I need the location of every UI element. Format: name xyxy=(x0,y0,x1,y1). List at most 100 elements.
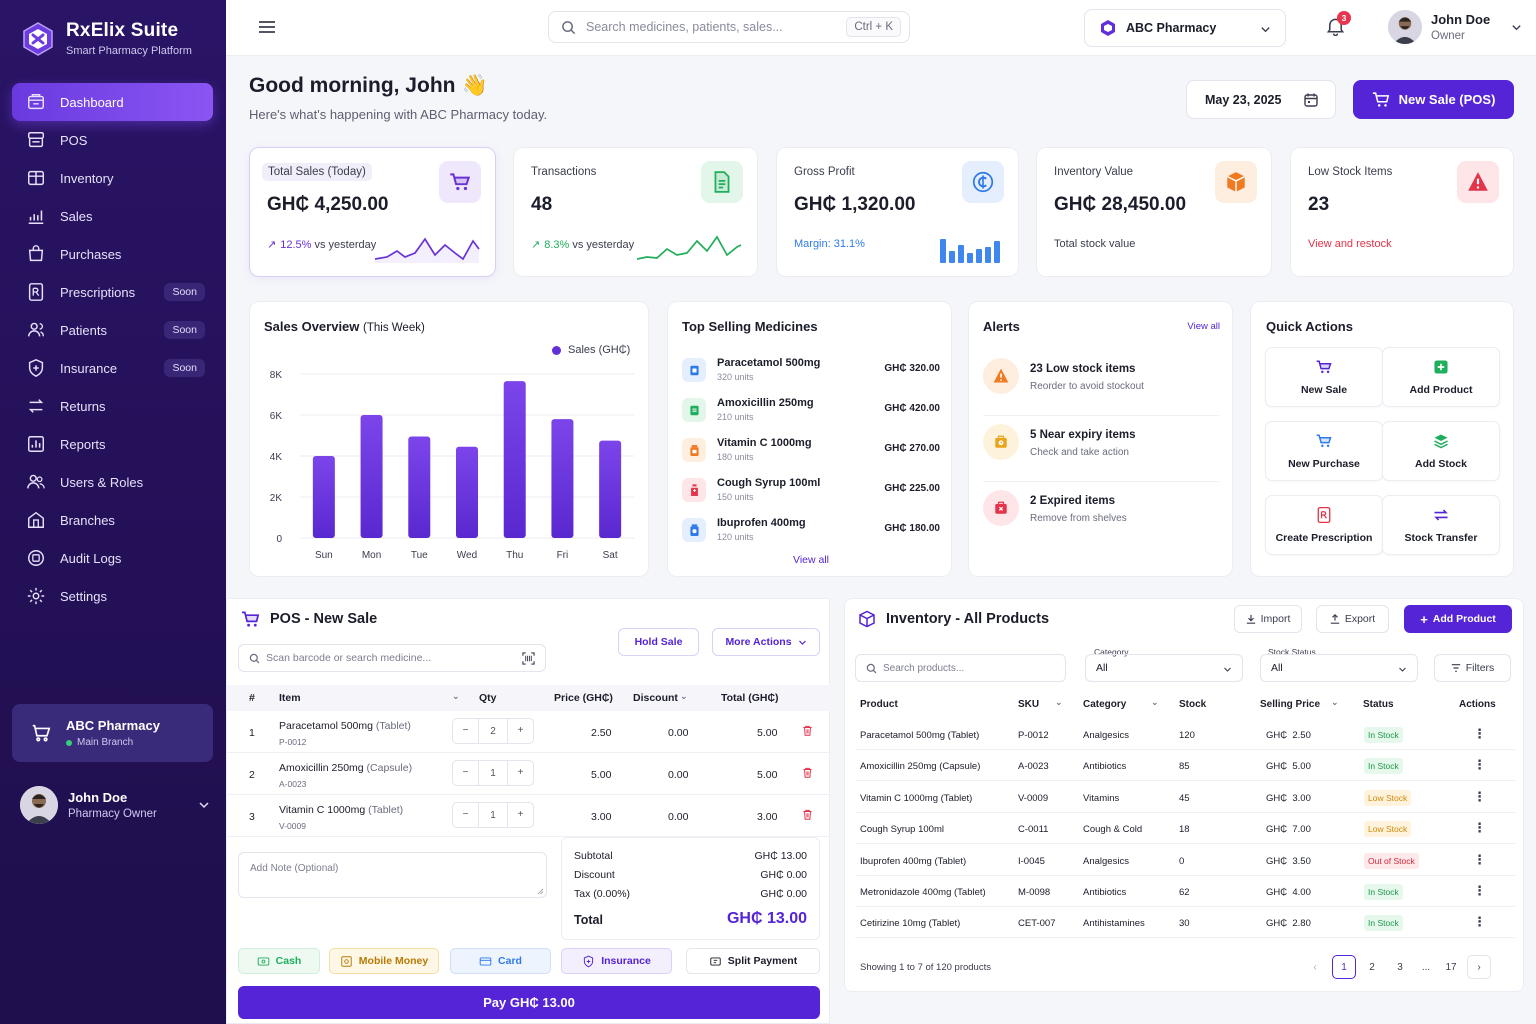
page-button[interactable]: 3 xyxy=(1397,961,1403,973)
sidebar-item-dashboard[interactable]: Dashboard xyxy=(12,83,213,121)
note-input[interactable]: Add Note (Optional) xyxy=(238,852,547,898)
minus-icon[interactable]: − xyxy=(453,803,479,827)
quantity-value[interactable]: 1 xyxy=(490,809,496,821)
table-row[interactable]: Cetirizine 10mg (Tablet) CET-007 Antihista… xyxy=(855,907,1515,939)
list-item[interactable]: Amoxicillin 250mg 210 units GH₵ 420.00 xyxy=(682,394,940,426)
chevron-down-icon[interactable]: ⌄ xyxy=(1151,697,1159,707)
category-select[interactable]: All xyxy=(1085,654,1243,682)
list-item[interactable]: Paracetamol 500mg 320 units GH₵ 320.00 xyxy=(682,354,940,386)
minus-icon[interactable]: − xyxy=(453,761,479,785)
stat-card[interactable]: Transactions 48 ↗ 8.3% vs yesterday xyxy=(513,147,758,277)
list-item[interactable]: Cough Syrup 100ml 150 units GH₵ 225.00 xyxy=(682,474,940,506)
column-header[interactable]: Total (GH₵) xyxy=(721,692,779,704)
pay-method-cash[interactable]: Cash xyxy=(238,948,320,974)
quantity-stepper[interactable]: −1 + xyxy=(452,802,534,828)
quantity-stepper[interactable]: −2 + xyxy=(452,718,534,744)
pos-search-input[interactable]: Scan barcode or search medicine... xyxy=(238,644,546,672)
user-menu[interactable]: John Doe Owner xyxy=(1388,10,1522,44)
barcode-scan-icon[interactable] xyxy=(522,652,535,665)
pay-method-insurance[interactable]: Insurance xyxy=(561,948,672,974)
page-button[interactable]: 2 xyxy=(1369,961,1375,973)
column-header[interactable]: Category xyxy=(1083,699,1127,710)
bar-sun[interactable] xyxy=(312,456,335,538)
chevron-down-icon[interactable]: ⌄ xyxy=(1331,697,1339,707)
alerts-view-all[interactable]: View all xyxy=(1187,321,1220,332)
quantity-value[interactable]: 2 xyxy=(490,725,496,737)
bar-mon[interactable] xyxy=(360,415,383,538)
bar-sat[interactable] xyxy=(599,440,622,538)
quick-action-stock-transfer[interactable]: Stock Transfer xyxy=(1382,495,1500,555)
quick-action-create-prescription[interactable]: Create Prescription xyxy=(1265,495,1383,555)
kebab-menu-icon[interactable]: ⋮ xyxy=(1473,820,1486,836)
sidebar-user[interactable]: John Doe Pharmacy Owner xyxy=(20,786,210,824)
stat-card[interactable]: Inventory Value GH₵ 28,450.00 Total stock … xyxy=(1036,147,1272,277)
pay-button[interactable]: Pay GH₵ 13.00 xyxy=(238,986,820,1019)
pay-method-mobile-money[interactable]: Mobile Money xyxy=(329,948,439,974)
kebab-menu-icon[interactable]: ⋮ xyxy=(1473,883,1486,898)
filters-button[interactable]: Filters xyxy=(1434,654,1511,682)
column-header[interactable]: Stock xyxy=(1179,699,1207,710)
page-button[interactable]: 17 xyxy=(1445,961,1457,973)
pharmacy-selector[interactable]: ABC Pharmacy xyxy=(1084,9,1286,47)
more-actions-button[interactable]: More Actions xyxy=(712,628,820,656)
column-header[interactable]: Item xyxy=(279,692,301,704)
chevron-down-icon[interactable]: ⌄ xyxy=(1055,697,1063,707)
table-row[interactable]: Paracetamol 500mg (Tablet) P-0012 Analgesi… xyxy=(855,719,1515,750)
date-picker[interactable]: May 23, 2025 xyxy=(1186,80,1336,119)
column-header[interactable]: SKU xyxy=(1018,699,1040,710)
hold-sale-button[interactable]: Hold Sale xyxy=(618,628,699,656)
sidebar-item-audit-logs[interactable]: Audit Logs xyxy=(12,539,213,577)
quantity-stepper[interactable]: −1 + xyxy=(452,760,534,786)
quantity-value[interactable]: 1 xyxy=(490,767,496,779)
brand[interactable]: RxElix Suite Smart Pharmacy Platform xyxy=(20,20,192,57)
branch-card[interactable]: ABC Pharmacy Main Branch xyxy=(12,704,213,762)
import-button[interactable]: Import xyxy=(1234,605,1302,633)
alert-item[interactable]: 2 Expired items Remove from shelves xyxy=(983,486,1219,548)
plus-icon[interactable]: + xyxy=(507,761,533,785)
sidebar-item-patients[interactable]: Patients Soon xyxy=(12,311,213,349)
stock-status-select[interactable]: All xyxy=(1260,654,1418,682)
sidebar-item-users-roles[interactable]: Users & Roles xyxy=(12,463,213,501)
sidebar-item-insurance[interactable]: Insurance Soon xyxy=(12,349,213,387)
kebab-menu-icon[interactable]: ⋮ xyxy=(1473,788,1486,804)
pay-method-card[interactable]: Card xyxy=(450,948,551,974)
kebab-menu-icon[interactable]: ⋮ xyxy=(1473,851,1486,867)
bar-thu[interactable] xyxy=(503,381,526,538)
column-header[interactable]: # xyxy=(249,692,255,704)
minus-icon[interactable]: − xyxy=(453,719,479,743)
sidebar-item-branches[interactable]: Branches xyxy=(12,501,213,539)
quick-action-add-product[interactable]: Add Product xyxy=(1382,347,1500,407)
quick-action-new-purchase[interactable]: New Purchase xyxy=(1265,421,1383,481)
stat-card[interactable]: Gross Profit GH₵ 1,320.00 Margin: 31.1% xyxy=(776,147,1019,277)
column-header[interactable]: Price (GH₵) xyxy=(554,692,613,704)
quick-action-add-stock[interactable]: Add Stock xyxy=(1382,421,1500,481)
notifications-button[interactable]: 3 xyxy=(1326,11,1351,36)
column-header[interactable]: Actions xyxy=(1459,699,1496,710)
quick-action-new-sale[interactable]: New Sale xyxy=(1265,347,1383,407)
table-row[interactable]: Vitamin C 1000mg (Tablet) V-0009 Vitamins 4… xyxy=(855,782,1515,813)
list-item[interactable]: Vitamin C 1000mg 180 units GH₵ 270.00 xyxy=(682,434,940,466)
kebab-menu-icon[interactable]: ⋮ xyxy=(1473,726,1486,741)
new-sale-pos-button[interactable]: New Sale (POS) xyxy=(1353,80,1514,119)
global-search[interactable]: Search medicines, patients, sales... Ctr… xyxy=(548,11,910,43)
bar-tue[interactable] xyxy=(408,436,431,538)
kebab-menu-icon[interactable]: ⋮ xyxy=(1473,757,1486,773)
sidebar-item-inventory[interactable]: Inventory xyxy=(12,159,213,197)
list-item[interactable]: Ibuprofen 400mg 120 units GH₵ 180.00 xyxy=(682,514,940,546)
pay-method-split-payment[interactable]: Split Payment xyxy=(686,948,820,974)
plus-icon[interactable]: + xyxy=(507,719,533,743)
add-product-button[interactable]: + Add Product xyxy=(1404,605,1512,633)
column-header[interactable]: Product xyxy=(860,699,898,710)
inventory-search-input[interactable]: Search products... xyxy=(855,654,1066,682)
stat-card[interactable]: Low Stock Items 23 View and restock xyxy=(1290,147,1514,277)
kebab-menu-icon[interactable]: ⋮ xyxy=(1473,914,1486,930)
table-row[interactable]: Cough Syrup 100ml C-0011 Cough & Cold 18 GH₵… xyxy=(855,813,1515,845)
sidebar-item-prescriptions[interactable]: Prescriptions Soon xyxy=(12,273,213,311)
alert-item[interactable]: 23 Low stock items Reorder to avoid stock… xyxy=(983,354,1219,416)
item-discount[interactable]: 0.00 xyxy=(668,811,689,823)
plus-icon[interactable]: + xyxy=(507,803,533,827)
column-header[interactable]: Selling Price xyxy=(1260,699,1321,710)
top-selling-view-all[interactable]: View all xyxy=(793,554,829,566)
menu-icon[interactable] xyxy=(258,19,276,35)
trash-icon[interactable] xyxy=(801,766,814,779)
